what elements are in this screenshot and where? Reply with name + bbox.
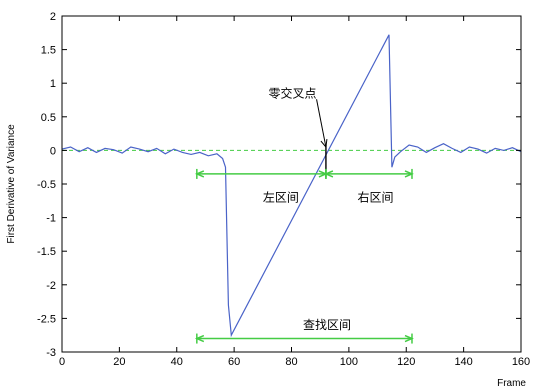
y-tick-label: 2 [50,11,56,23]
y-tick-label: 1 [50,78,56,90]
x-tick-label: 20 [113,356,125,368]
annotation-label: 左区间 [263,189,299,204]
y-tick-label: -2 [46,280,56,292]
y-tick-label: -2.5 [37,313,56,325]
x-tick-label: 140 [454,356,472,368]
y-tick-label: 0.5 [41,112,56,124]
x-tick-label: 100 [340,356,358,368]
y-tick-label: -1.5 [37,246,56,258]
series-layer [61,34,522,338]
interval-arrowhead [194,334,205,343]
x-tick-label: 40 [171,356,183,368]
tick-layer: 0 20 40 60 80 100 120 140 160 2 1.5 1 0.5 0 -0.5 -1 -1.5… [37,11,530,368]
x-axis-label: Frame [497,378,526,389]
annotation-arrow [316,99,327,148]
x-tick-label: 120 [397,356,415,368]
y-tick-label: 0 [50,145,56,157]
y-tick-label: -1 [46,213,56,225]
y-tick-label: -3 [46,347,56,359]
annotation-arrowhead [320,138,328,149]
x-tick-label: 160 [512,356,530,368]
annotation-label: 查找区间 [303,318,351,332]
interval-arrowhead [194,170,205,178]
interval-arrowhead [404,334,414,343]
annotation-label: 右区间 [357,189,393,204]
x-tick-label: 80 [285,356,297,368]
y-tick-label: 1.5 [41,45,56,57]
interval-arrowhead [404,170,414,178]
x-tick-label: 0 [59,356,65,368]
x-tick-label: 60 [228,356,240,368]
y-axis-label: First Derivative of Variance [6,124,17,244]
series-line [61,34,522,338]
y-tick-label: -0.5 [37,179,56,191]
annotation-label: 零交叉点 [269,85,317,100]
axes-box [61,15,522,353]
interval-arrowhead [324,170,334,178]
